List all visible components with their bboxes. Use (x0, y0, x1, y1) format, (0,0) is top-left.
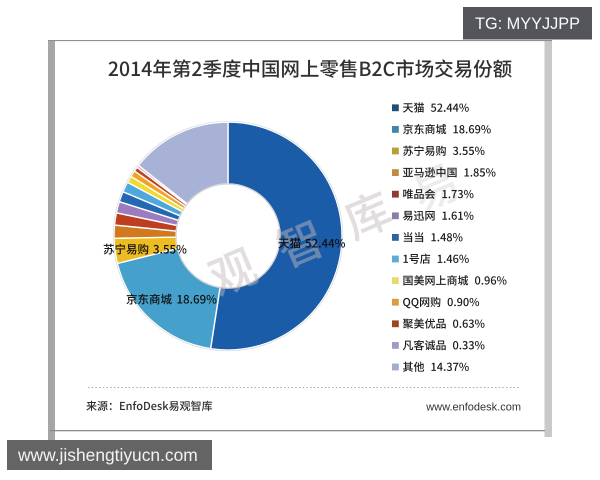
svg-text:www.enfodesk.com: www.enfodesk.com (425, 402, 521, 414)
svg-text:www.jishengtiyucn.com: www.jishengtiyucn.com (17, 445, 198, 465)
svg-text:TG: MYYJJPP: TG: MYYJJPP (475, 15, 580, 33)
